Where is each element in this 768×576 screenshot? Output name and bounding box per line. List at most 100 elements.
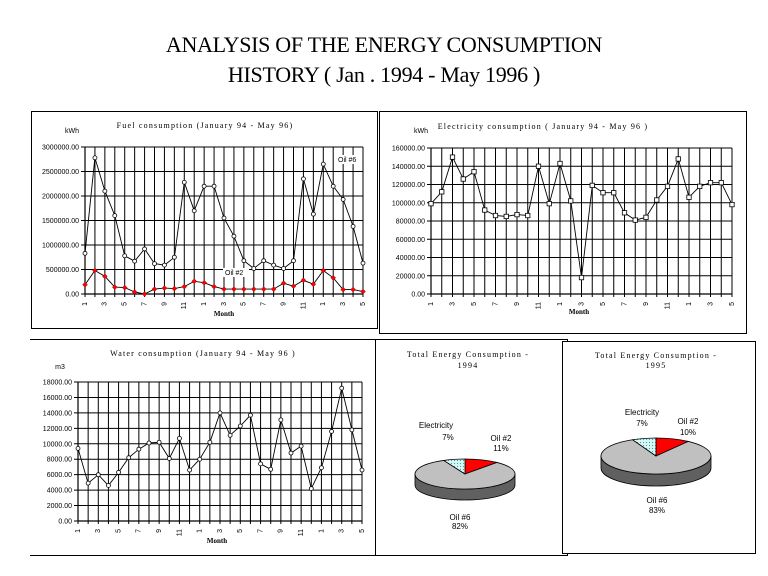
fuel-series-oil-2-point xyxy=(141,291,148,297)
fuel-series-oil-2-point xyxy=(231,286,237,292)
pie1994-label-oil-6-name: Oil #6 xyxy=(450,513,471,522)
fuel-y-tick-label: 1000000.00 xyxy=(42,243,79,250)
water-y-tick-label: 18000.00 xyxy=(43,380,72,387)
fuel-series-oil-6-point xyxy=(112,213,118,219)
fuel-series-oil-2-point xyxy=(181,283,188,290)
pie1995-label-oil-6-name: Oil #6 xyxy=(647,496,668,505)
fuel-y-tick-label: 3000000.00 xyxy=(42,145,79,152)
fuel-series-oil-6-point xyxy=(281,266,286,271)
water-series-water-point xyxy=(207,439,213,445)
water-series-water-point xyxy=(217,410,223,416)
fuel-y-unit-label: kWh xyxy=(65,128,79,135)
water-series-water-point xyxy=(75,446,81,451)
water-series-water-point xyxy=(177,435,182,441)
electricity-y-tick-label: 40000.00 xyxy=(396,255,425,262)
fuel-series-oil-6-point xyxy=(310,211,316,217)
fuel-series-oil-6-point xyxy=(211,183,217,189)
electricity-series-electricity-point xyxy=(557,160,563,167)
fuel-series-oil-2-point xyxy=(360,288,366,295)
electricity-y-tick-label: 0.00 xyxy=(411,292,425,299)
fuel-y-tick-label: 2500000.00 xyxy=(42,169,79,176)
water-series-water-point xyxy=(126,455,132,461)
electricity-y-tick-label: 120000.00 xyxy=(392,182,425,189)
water-y-tick-label: 8000.00 xyxy=(47,457,72,464)
fuel-series-oil-6-point xyxy=(142,246,147,252)
fuel-series-oil-2-point xyxy=(280,280,287,287)
water-series-water-point xyxy=(339,385,345,391)
fuel-x-tick-label: 9 xyxy=(280,302,287,306)
pie1995-label-oil-2-name: Oil #2 xyxy=(678,417,699,426)
water-series-water-point xyxy=(319,465,324,471)
pie1995-label-electricity-percent: 7% xyxy=(636,419,648,428)
water-x-tick-label: 1 xyxy=(197,529,204,533)
electricity-series-electricity-point xyxy=(460,176,466,182)
water-x-tick-label: 5 xyxy=(237,529,244,533)
fuel-series-oil-2-series-label: Oil #2 xyxy=(225,270,243,277)
water-y-tick-label: 10000.00 xyxy=(43,441,72,448)
fuel-x-axis-label: Month xyxy=(214,310,234,318)
electricity-x-tick-label: 3 xyxy=(449,302,456,306)
water-y-tick-label: 16000.00 xyxy=(43,395,72,402)
water-y-tick-label: 14000.00 xyxy=(43,410,72,417)
water-x-tick-label: 11 xyxy=(298,529,305,536)
fuel-series-oil-6-point xyxy=(291,258,296,264)
fuel-series-oil-6-point xyxy=(221,215,227,221)
electricity-series-electricity-point xyxy=(697,183,703,189)
pie1994-slice-oil-6 xyxy=(414,460,516,490)
electricity-x-tick-label: 9 xyxy=(643,302,650,306)
fuel-series-oil-6-point xyxy=(330,183,336,189)
fuel-series-oil-6-point xyxy=(320,161,326,167)
water-y-unit-label: m3 xyxy=(55,364,65,371)
water-series-water-point xyxy=(237,423,243,429)
fuel-series-oil-2-point xyxy=(191,278,197,285)
pie1994-title-line1: Total Energy Consumption - xyxy=(407,350,529,359)
fuel-series-oil-2-point xyxy=(340,286,346,293)
electricity-x-tick-label: 11 xyxy=(664,302,671,309)
electricity-series-electricity-point xyxy=(707,180,714,186)
water-y-tick-label: 4000.00 xyxy=(47,488,72,495)
electricity-x-tick-label: 3 xyxy=(707,302,714,306)
fuel-x-tick-label: 9 xyxy=(161,302,168,306)
fuel-series-oil-2-point xyxy=(82,281,88,288)
electricity-y-tick-label: 100000.00 xyxy=(392,200,425,207)
electricity-series-electricity-point xyxy=(492,212,499,219)
electricity-chart-title: Electricity consumption ( January 94 - M… xyxy=(438,122,649,131)
fuel-series-oil-6-point xyxy=(181,179,187,185)
fuel-x-tick-label: 3 xyxy=(102,302,109,306)
fuel-series-oil-2-point xyxy=(121,284,128,291)
electricity-series-electricity-point xyxy=(664,183,671,189)
fuel-series-oil-2-point xyxy=(251,286,257,292)
water-series-water-point xyxy=(146,440,152,446)
electricity-y-tick-label: 160000.00 xyxy=(392,146,425,153)
electricity-series-electricity-point xyxy=(439,189,445,195)
electricity-series-electricity-point xyxy=(589,182,595,189)
water-series-water-point xyxy=(288,450,294,456)
fuel-series-oil-2-label-bg xyxy=(223,268,249,277)
pie1994-title-line2: 1994 xyxy=(458,361,479,370)
water-series-water-point xyxy=(298,443,304,449)
water-x-tick-label: 3 xyxy=(95,529,102,533)
pie1995-title-line2: 1995 xyxy=(646,361,667,370)
fuel-x-tick-label: 11 xyxy=(300,302,307,309)
fuel-series-oil-6-point xyxy=(261,258,267,264)
electricity-series-electricity-point xyxy=(535,163,542,169)
fuel-series-oil-6-point xyxy=(102,188,108,194)
pie1995-label-oil-6-percent: 83% xyxy=(649,506,665,515)
fuel-x-tick-label: 5 xyxy=(241,302,248,306)
water-series-water-point xyxy=(359,467,365,473)
electricity-chart: Electricity consumption ( January 94 - M… xyxy=(392,122,736,316)
electricity-x-tick-label: 1 xyxy=(686,302,693,306)
fuel-y-tick-label: 2000000.00 xyxy=(42,194,79,201)
fuel-series-oil-2-point xyxy=(320,267,327,274)
electricity-series-electricity-point xyxy=(449,154,456,160)
electricity-series-electricity-point xyxy=(611,190,617,196)
water-x-tick-label: 9 xyxy=(156,529,163,533)
water-x-tick-label: 5 xyxy=(359,529,366,533)
fuel-series-oil-2-point xyxy=(201,279,207,286)
page-title-line2: HISTORY ( Jan . 1994 - May 1996 ) xyxy=(227,62,541,87)
water-x-tick-label: 7 xyxy=(136,529,143,533)
water-chart: Water consumption (January 94 - May 96 )… xyxy=(43,349,366,545)
pie1995-slice-electricity xyxy=(631,437,657,457)
water-series-water-point xyxy=(136,446,142,452)
electricity-x-tick-label: 3 xyxy=(578,302,585,306)
